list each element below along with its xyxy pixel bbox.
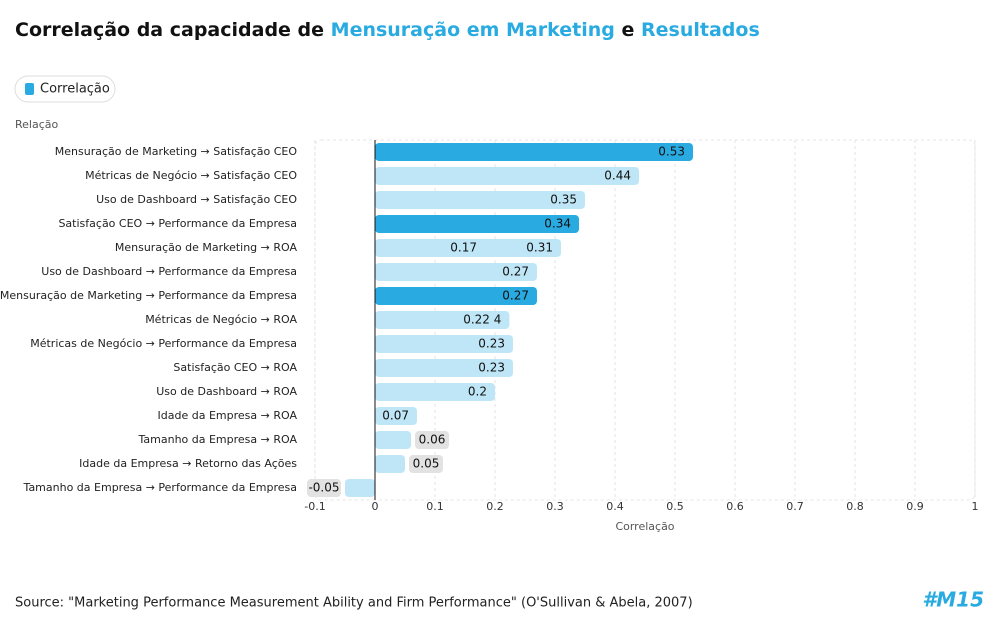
bar — [375, 311, 510, 329]
y-tick-label: Mensuração de Marketing → ROA — [115, 241, 298, 254]
y-tick-label: Idade da Empresa → ROA — [158, 409, 298, 422]
bar — [375, 191, 585, 209]
value-label: 0.23 — [478, 361, 505, 375]
y-axis-title: Relação — [15, 118, 59, 131]
value-label: 0.07 — [382, 409, 409, 423]
value-label: 0.27 — [502, 265, 529, 279]
label-bg — [409, 455, 443, 473]
title-part: Mensuração em Marketing — [331, 19, 615, 41]
x-tick-label: 1 — [972, 500, 979, 513]
x-axis-title: Correlação — [615, 520, 674, 533]
bar — [375, 239, 561, 257]
x-tick-label: 0.3 — [546, 500, 564, 513]
bar — [375, 431, 411, 449]
y-tick-label: Idade da Empresa → Retorno das Ações — [79, 457, 297, 470]
bar — [375, 407, 417, 425]
chart-title: Correlação da capacidade de Mensuração e… — [15, 19, 760, 41]
x-tick-label: 0 — [372, 500, 379, 513]
bar — [375, 215, 579, 233]
value-label: 0.34 — [544, 217, 571, 231]
value-label: 0.06 — [419, 433, 446, 447]
x-tick-label: 0.6 — [726, 500, 744, 513]
y-tick-label: Métricas de Negócio → Satisfação CEO — [85, 169, 297, 182]
y-tick-label: Mensuração de Marketing → Satisfação CEO — [55, 145, 298, 158]
value-label: 0.44 — [604, 169, 631, 183]
title-part: Correlação da capacidade de — [15, 19, 331, 41]
bar — [375, 143, 693, 161]
x-tick-label: 0.1 — [426, 500, 444, 513]
y-tick-label: Métricas de Negócio → ROA — [145, 313, 297, 326]
bar — [375, 263, 537, 281]
value-label: 0.35 — [550, 193, 577, 207]
value-label: 0.22 4 — [463, 313, 501, 327]
legend-box — [14, 75, 116, 103]
plot-area — [314, 139, 976, 501]
x-tick-label: 0.9 — [906, 500, 924, 513]
title-part: Resultados — [641, 19, 760, 41]
bar — [375, 335, 513, 353]
y-tick-label: Tamanho da Empresa → Performance da Empr… — [23, 481, 297, 494]
annotation: 0.17 — [450, 241, 477, 255]
y-tick-label: Tamanho da Empresa → ROA — [138, 433, 298, 446]
bar — [375, 167, 639, 185]
x-tick-label: 0.5 — [666, 500, 684, 513]
legend-swatch — [25, 83, 34, 95]
value-label: 0.2 — [468, 385, 487, 399]
label-bg — [307, 479, 341, 497]
value-label: 0.05 — [413, 457, 440, 471]
x-tick-label: 0.7 — [786, 500, 804, 513]
legend-label: Correlação — [40, 82, 110, 97]
value-label: 0.27 — [502, 289, 529, 303]
y-tick-label: Uso de Dashboard → ROA — [156, 385, 297, 398]
y-tick-label: Uso de Dashboard → Performance da Empres… — [41, 265, 297, 278]
y-tick-label: Satisfação CEO → ROA — [173, 361, 297, 374]
x-tick-label: 0.4 — [606, 500, 624, 513]
title-part: e — [615, 19, 641, 41]
y-tick-label: Métricas de Negócio → Performance da Emp… — [30, 337, 297, 350]
bar — [375, 383, 495, 401]
bar — [345, 479, 375, 497]
value-label: 0.23 — [478, 337, 505, 351]
bar — [375, 455, 405, 473]
y-tick-label: Uso de Dashboard → Satisfação CEO — [96, 193, 297, 206]
y-tick-label: Satisfação CEO → Performance da Empresa — [58, 217, 297, 230]
x-tick-label: 0.2 — [486, 500, 504, 513]
logo: #M15 — [922, 588, 984, 612]
y-tick-label: Mensuração de Marketing → Performance da… — [0, 289, 297, 302]
bar — [375, 359, 513, 377]
x-tick-label: 0.8 — [846, 500, 864, 513]
source: Source: "Marketing Performance Measureme… — [15, 596, 693, 611]
value-label: 0.31 — [526, 241, 553, 255]
bar — [375, 287, 537, 305]
value-label: 0.53 — [658, 145, 685, 159]
label-bg — [415, 431, 449, 449]
value-label: -0.05 — [308, 481, 339, 495]
x-tick-label: -0.1 — [304, 500, 325, 513]
